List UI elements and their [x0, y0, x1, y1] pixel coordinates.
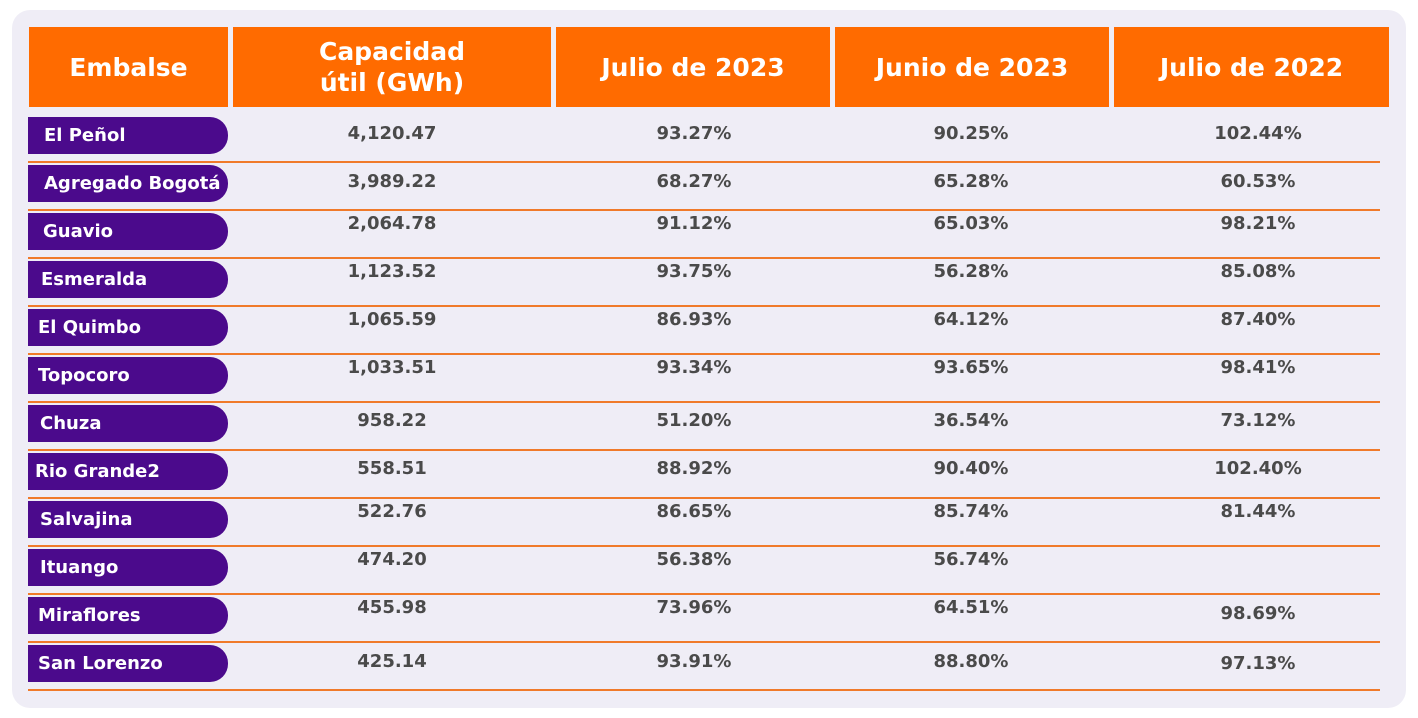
table-row: San Lorenzo 425.14 93.91% 88.80% 97.13% [28, 643, 1380, 691]
row-divider [28, 641, 1380, 643]
reservoir-name: Esmeralda [28, 261, 228, 298]
capacity-cell: 3,989.22 [347, 171, 437, 192]
capacity-cell: 558.51 [357, 458, 427, 479]
table-row: Ituango 474.20 56.38% 56.74% [28, 547, 1380, 595]
capacity-cell: 1,065.59 [347, 309, 437, 330]
row-divider [28, 593, 1380, 595]
header-capacidad: Capacidad útil (GWh) [233, 27, 551, 107]
capacity-cell: 522.76 [357, 501, 427, 522]
table-row: Guavio 2,064.78 91.12% 65.03% 98.21% [28, 211, 1380, 259]
reservoir-name: Rio Grande2 [28, 453, 228, 490]
reservoir-name: El Peñol [28, 117, 228, 154]
table-row: Salvajina 522.76 86.65% 85.74% 81.44% [28, 499, 1380, 547]
junio-2023-cell: 88.80% [933, 651, 1009, 672]
reservoir-name: Chuza [28, 405, 228, 442]
capacity-cell: 455.98 [357, 597, 427, 618]
julio-2022-cell: 60.53% [1220, 171, 1296, 192]
julio-2023-cell: 93.27% [656, 123, 732, 144]
row-divider [28, 209, 1380, 211]
julio-2022-cell: 102.40% [1214, 458, 1302, 479]
capacity-cell: 474.20 [357, 549, 427, 570]
julio-2022-cell: 98.21% [1220, 213, 1296, 234]
julio-2023-cell: 93.75% [656, 261, 732, 282]
row-divider [28, 353, 1380, 355]
table-row: Chuza 958.22 51.20% 36.54% 73.12% [28, 403, 1380, 451]
junio-2023-cell: 85.74% [933, 501, 1009, 522]
table-row: Rio Grande2 558.51 88.92% 90.40% 102.40% [28, 451, 1380, 499]
reservoir-name: Topocoro [28, 357, 228, 394]
reservoir-name: Guavio [28, 213, 228, 250]
table-row: El Quimbo 1,065.59 86.93% 64.12% 87.40% [28, 307, 1380, 355]
junio-2023-cell: 65.03% [933, 213, 1009, 234]
julio-2023-cell: 86.93% [656, 309, 732, 330]
junio-2023-cell: 56.28% [933, 261, 1009, 282]
capacity-cell: 425.14 [357, 651, 427, 672]
header-embalse: Embalse [29, 27, 228, 107]
julio-2022-cell: 97.13% [1220, 653, 1296, 674]
reservoir-name: San Lorenzo [28, 645, 228, 682]
capacity-cell: 1,123.52 [347, 261, 437, 282]
row-divider [28, 497, 1380, 499]
capacity-cell: 2,064.78 [347, 213, 437, 234]
julio-2023-cell: 56.38% [656, 549, 732, 570]
row-divider [28, 161, 1380, 163]
table-row: El Peñol 4,120.47 93.27% 90.25% 102.44% [28, 115, 1380, 163]
table-row: Esmeralda 1,123.52 93.75% 56.28% 85.08% [28, 259, 1380, 307]
julio-2023-cell: 91.12% [656, 213, 732, 234]
row-divider [28, 449, 1380, 451]
julio-2022-cell: 81.44% [1220, 501, 1296, 522]
row-divider [28, 545, 1380, 547]
row-divider [28, 305, 1380, 307]
julio-2022-cell: 87.40% [1220, 309, 1296, 330]
julio-2023-cell: 93.34% [656, 357, 732, 378]
junio-2023-cell: 64.12% [933, 309, 1009, 330]
julio-2023-cell: 93.91% [656, 651, 732, 672]
junio-2023-cell: 65.28% [933, 171, 1009, 192]
julio-2022-cell: 102.44% [1214, 123, 1302, 144]
reservoir-name: El Quimbo [28, 309, 228, 346]
capacity-cell: 4,120.47 [347, 123, 437, 144]
junio-2023-cell: 56.74% [933, 549, 1009, 570]
julio-2022-cell: 98.41% [1220, 357, 1296, 378]
row-divider [28, 257, 1380, 259]
junio-2023-cell: 90.25% [933, 123, 1009, 144]
julio-2023-cell: 88.92% [656, 458, 732, 479]
reservoir-name: Salvajina [28, 501, 228, 538]
junio-2023-cell: 64.51% [933, 597, 1009, 618]
julio-2023-cell: 86.65% [656, 501, 732, 522]
reservoir-name: Ituango [28, 549, 228, 586]
header-junio-2023: Junio de 2023 [835, 27, 1109, 107]
julio-2022-cell: 73.12% [1220, 410, 1296, 431]
capacity-cell: 958.22 [357, 410, 427, 431]
reservoir-name: Miraflores [28, 597, 228, 634]
table-row: Agregado Bogotá 3,989.22 68.27% 65.28% 60.53… [28, 163, 1380, 211]
julio-2022-cell: 98.69% [1220, 603, 1296, 624]
junio-2023-cell: 90.40% [933, 458, 1009, 479]
reservoir-name: Agregado Bogotá [28, 165, 228, 202]
capacity-cell: 1,033.51 [347, 357, 437, 378]
row-divider [28, 689, 1380, 691]
table-row: Miraflores 455.98 73.96% 64.51% 98.69% [28, 595, 1380, 643]
header-julio-2022: Julio de 2022 [1114, 27, 1389, 107]
row-divider [28, 401, 1380, 403]
table-row: Topocoro 1,033.51 93.34% 93.65% 98.41% [28, 355, 1380, 403]
header-julio-2023: Julio de 2023 [556, 27, 830, 107]
julio-2023-cell: 68.27% [656, 171, 732, 192]
julio-2023-cell: 73.96% [656, 597, 732, 618]
julio-2022-cell: 85.08% [1220, 261, 1296, 282]
junio-2023-cell: 36.54% [933, 410, 1009, 431]
julio-2023-cell: 51.20% [656, 410, 732, 431]
table-panel [12, 10, 1406, 708]
junio-2023-cell: 93.65% [933, 357, 1009, 378]
